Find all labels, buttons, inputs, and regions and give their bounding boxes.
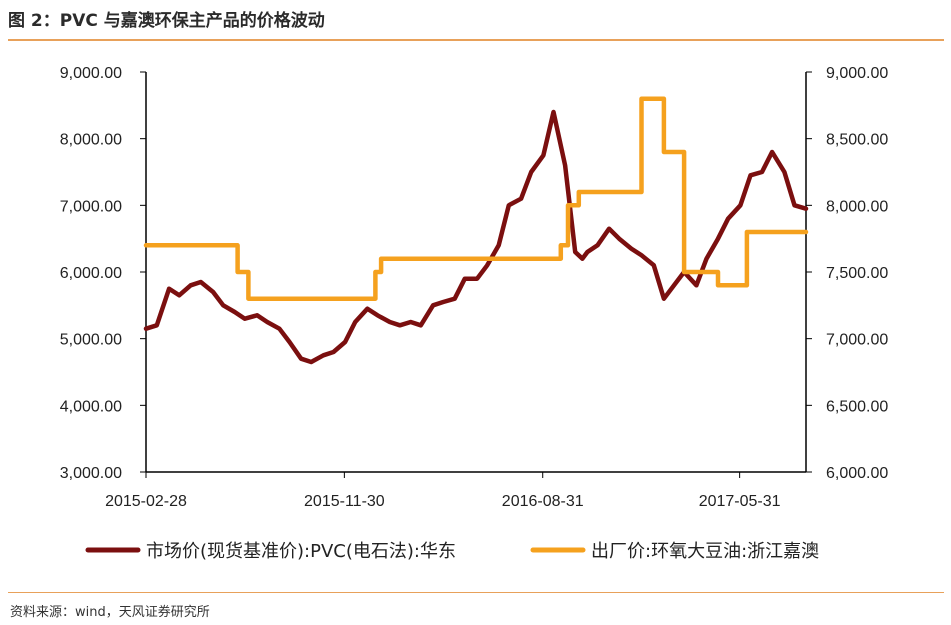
left-tick-label: 5,000.00: [60, 332, 122, 349]
right-tick-label: 7,500.00: [826, 265, 888, 282]
right-tick-label: 8,500.00: [826, 132, 888, 149]
left-tick-label: 9,000.00: [60, 65, 122, 82]
right-tick-label: 7,000.00: [826, 332, 888, 349]
x-axis-ticks: 2015-02-28 2015-11-30 2016-08-31 2017-05-31: [105, 472, 781, 510]
left-tick-label: 8,000.00: [60, 132, 122, 149]
source-note: 资料来源：wind，天风证券研究所: [10, 605, 210, 620]
left-tick-label: 4,000.00: [60, 398, 122, 415]
series-line-soy: [143, 96, 809, 301]
right-tick-label: 9,000.00: [826, 65, 888, 82]
legend-label-pvc: 市场价(现货基准价):PVC(电石法):华东: [146, 541, 456, 562]
legend-label-soy: 出厂价:环氧大豆油:浙江嘉澳: [591, 541, 819, 562]
x-tick-label: 2016-08-31: [502, 493, 584, 510]
left-tick-label: 3,000.00: [60, 465, 122, 482]
left-tick-label: 7,000.00: [60, 198, 122, 215]
x-tick-label: 2015-02-28: [105, 493, 187, 510]
right-tick-label: 6,500.00: [826, 398, 888, 415]
chart-canvas: 3,000.00 4,000.00 5,000.00 6,000.00 7,000.00…: [60, 65, 889, 562]
right-tick-label: 8,000.00: [826, 198, 888, 215]
legend: 市场价(现货基准价):PVC(电石法):华东 出厂价:环氧大豆油:浙江嘉澳: [85, 541, 819, 562]
right-axis-ticks: 6,000.00 6,500.00 7,000.00 7,500.00 8,000.00…: [806, 65, 888, 482]
left-tick-label: 6,000.00: [60, 265, 122, 282]
x-tick-label: 2017-05-31: [699, 493, 781, 510]
series-layer: [143, 96, 809, 365]
right-tick-label: 6,000.00: [826, 465, 888, 482]
x-tick-label: 2015-11-30: [304, 493, 385, 510]
left-axis-ticks: 3,000.00 4,000.00 5,000.00 6,000.00 7,000.00…: [60, 65, 146, 482]
series-line-pvc: [143, 109, 809, 365]
footer-divider: [8, 592, 944, 593]
chart-title: 图 2：PVC 与嘉澳环保主产品的价格波动: [8, 11, 325, 31]
header-divider: [8, 39, 944, 41]
